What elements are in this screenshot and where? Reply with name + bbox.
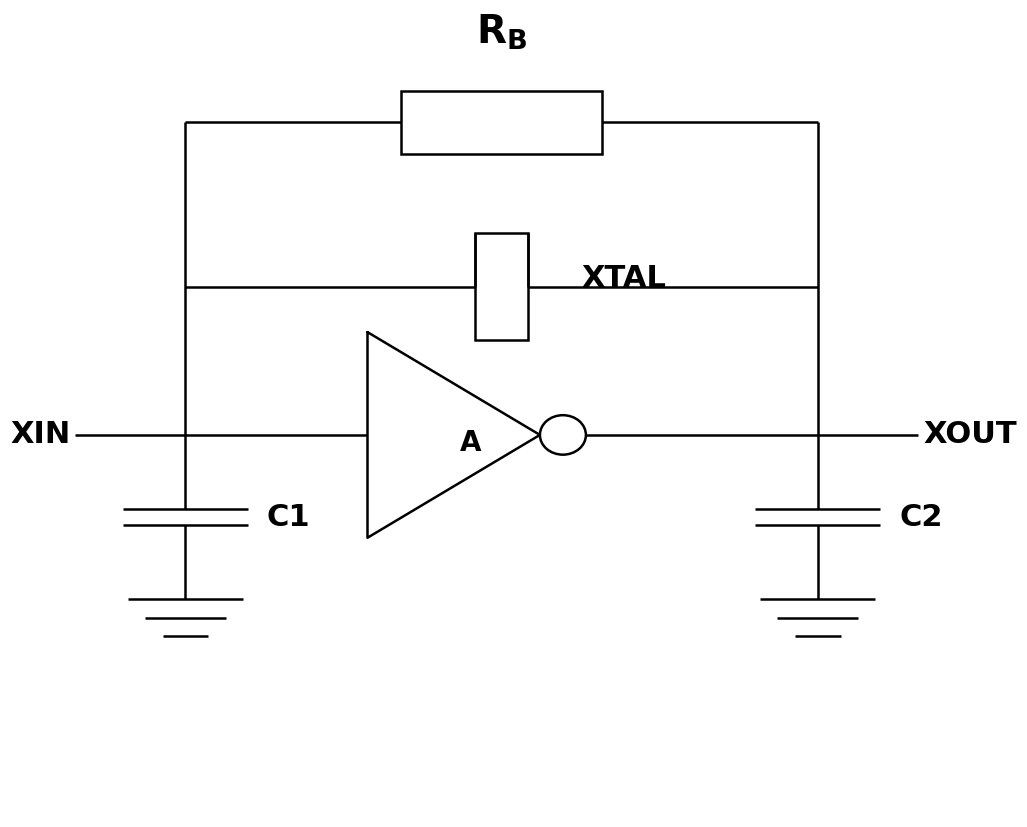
Text: XOUT: XOUT xyxy=(923,420,1017,449)
Text: A: A xyxy=(460,429,482,457)
Text: XIN: XIN xyxy=(10,420,71,449)
Text: C1: C1 xyxy=(267,503,310,532)
Text: $\mathbf{R_B}$: $\mathbf{R_B}$ xyxy=(476,12,527,51)
Text: XTAL: XTAL xyxy=(581,264,665,293)
Bar xyxy=(401,91,602,154)
Bar xyxy=(474,233,529,341)
Text: C2: C2 xyxy=(899,503,943,532)
